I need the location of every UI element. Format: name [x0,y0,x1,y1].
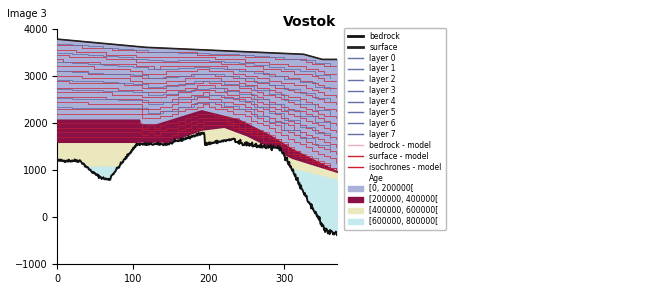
Text: Image 3: Image 3 [7,9,47,19]
Legend: bedrock, surface, layer 0, layer 1, layer 2, layer 3, layer 4, layer 5, layer 6,: bedrock, surface, layer 0, layer 1, laye… [344,28,446,230]
Text: Vostok: Vostok [283,15,336,29]
